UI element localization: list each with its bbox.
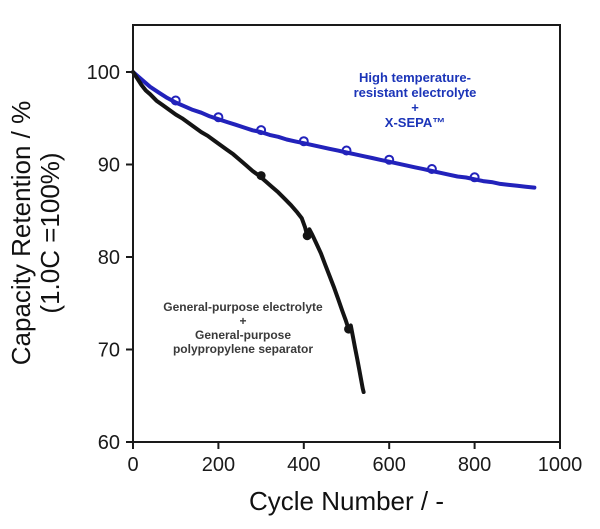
series-marker <box>384 154 395 165</box>
annotation-black-line1: General-purpose electrolyte <box>163 300 323 314</box>
annotation-black-line4: polypropylene separator <box>172 342 314 356</box>
y-axis-title-line1: Capacity Retention / % <box>6 100 36 366</box>
series-blob <box>256 171 266 181</box>
y-tick-label: 80 <box>98 247 120 269</box>
plot-border <box>132 24 561 443</box>
series-marker <box>298 136 309 147</box>
series-line-0 <box>131 70 537 190</box>
series-marker <box>170 95 181 106</box>
x-tick-label: 800 <box>458 454 491 476</box>
x-tick-label: 200 <box>202 454 235 476</box>
annotation-black-line3: General-purpose <box>194 328 292 342</box>
annotation-black-line2: + <box>239 314 247 328</box>
series-marker <box>213 112 224 123</box>
annotation-blue-line1: High temperature- <box>359 70 471 85</box>
y-axis-title: Capacity Retention / % (1.0C =100%) <box>6 13 65 453</box>
x-tick-label: 1000 <box>538 454 583 476</box>
x-tick-label: 600 <box>373 454 406 476</box>
series-marker <box>341 145 352 156</box>
series-blob <box>344 324 354 334</box>
x-tick-label: 0 <box>127 454 138 476</box>
series-marker <box>469 172 480 183</box>
x-tick-label: 400 <box>287 454 320 476</box>
annotation-blue-line4: X-SEPA™ <box>384 115 446 130</box>
series-marker <box>256 125 267 136</box>
series-blob <box>302 231 312 241</box>
annotation-blue-line2: resistant electrolyte <box>353 85 477 100</box>
y-axis-title-line2: (1.0C =100%) <box>35 152 65 314</box>
y-tick-label: 90 <box>98 155 120 177</box>
annotation-black-series: General-purpose electrolyte + General-pu… <box>148 300 338 356</box>
annotation-blue-line3: + <box>411 100 419 115</box>
x-axis-title: Cycle Number / - <box>248 486 445 516</box>
annotation-blue-series: High temperature- resistant electrolyte … <box>325 70 505 130</box>
series-marker <box>426 164 437 174</box>
y-tick-label: 70 <box>98 340 120 362</box>
y-tick-label: 100 <box>87 62 120 84</box>
y-tick-label: 60 <box>98 432 120 454</box>
